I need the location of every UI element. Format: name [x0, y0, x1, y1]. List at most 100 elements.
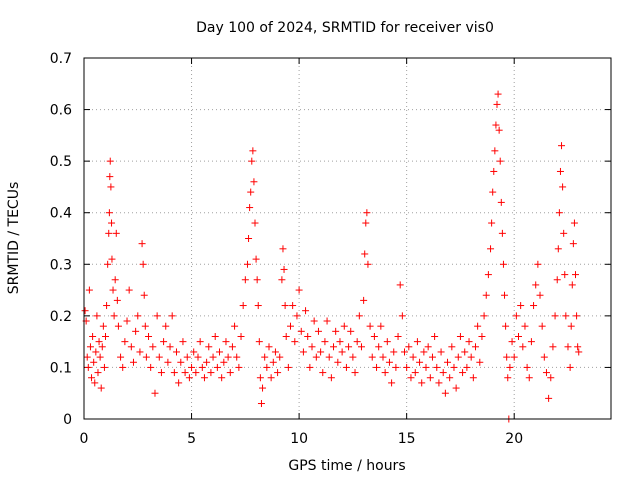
- data-point: [416, 358, 424, 366]
- data-point: [254, 302, 262, 310]
- data-point: [94, 369, 102, 377]
- data-point: [175, 379, 183, 387]
- data-point: [564, 343, 572, 351]
- data-point: [411, 369, 419, 377]
- data-point: [108, 255, 116, 263]
- data-point: [250, 178, 258, 186]
- y-tick-label: 0.2: [50, 309, 72, 325]
- y-tick-label: 0: [63, 412, 72, 428]
- data-point: [323, 317, 331, 325]
- data-point: [325, 353, 333, 361]
- data-point: [570, 219, 578, 227]
- data-point: [108, 219, 116, 227]
- data-point: [127, 343, 135, 351]
- data-point: [452, 384, 460, 392]
- data-point: [381, 369, 389, 377]
- data-point: [503, 353, 511, 361]
- data-point: [243, 260, 251, 268]
- data-point: [461, 348, 469, 356]
- data-point: [491, 147, 499, 155]
- axes: 0 0.1 0.2 0.3 0.4 0.5 0.6 0.7 0 5 10 15 20: [50, 51, 611, 447]
- data-point: [388, 379, 396, 387]
- data-point: [89, 332, 97, 340]
- data-point: [265, 343, 273, 351]
- data-point: [439, 369, 447, 377]
- data-point: [515, 332, 523, 340]
- data-point: [95, 338, 103, 346]
- data-point: [336, 338, 344, 346]
- data-point: [129, 358, 137, 366]
- data-point: [534, 260, 542, 268]
- data-point: [149, 343, 157, 351]
- data-point: [375, 343, 383, 351]
- data-point: [392, 363, 400, 371]
- data-point: [105, 229, 113, 237]
- data-point: [471, 343, 479, 351]
- data-point: [437, 348, 445, 356]
- x-tick-label: 5: [187, 431, 196, 447]
- data-point: [559, 183, 567, 191]
- data-point: [314, 327, 322, 335]
- data-point: [450, 363, 458, 371]
- data-point: [566, 363, 574, 371]
- data-point: [160, 338, 168, 346]
- data-point: [111, 276, 119, 284]
- data-point: [353, 338, 361, 346]
- data-point: [558, 142, 566, 150]
- data-point: [444, 358, 452, 366]
- data-point: [142, 353, 150, 361]
- data-point: [467, 353, 475, 361]
- y-tick-label: 0.3: [50, 257, 72, 273]
- data-point: [418, 379, 426, 387]
- data-point: [573, 312, 581, 320]
- data-point: [502, 322, 510, 330]
- chart-title: Day 100 of 2024, SRMTID for receiver vis…: [196, 20, 494, 36]
- data-point: [321, 338, 329, 346]
- data-point: [433, 363, 441, 371]
- data-point: [496, 157, 504, 165]
- data-point: [295, 286, 303, 294]
- data-point: [98, 343, 106, 351]
- data-point: [409, 353, 417, 361]
- data-point: [211, 332, 219, 340]
- data-point: [364, 260, 372, 268]
- data-point: [575, 348, 583, 356]
- data-point: [304, 332, 312, 340]
- data-point: [538, 322, 546, 330]
- data-point: [280, 265, 288, 273]
- data-point: [549, 343, 557, 351]
- data-point: [569, 240, 577, 248]
- data-points: [81, 90, 583, 423]
- data-point: [519, 343, 527, 351]
- data-point: [286, 322, 294, 330]
- data-point: [279, 245, 287, 253]
- data-point: [162, 322, 170, 330]
- data-point: [355, 312, 363, 320]
- data-point: [403, 363, 411, 371]
- data-point: [494, 90, 502, 98]
- data-point: [269, 358, 277, 366]
- data-point: [506, 363, 514, 371]
- data-point: [88, 374, 96, 382]
- data-point: [231, 322, 239, 330]
- data-point: [228, 343, 236, 351]
- data-point: [263, 363, 271, 371]
- data-point: [349, 353, 357, 361]
- data-point: [525, 374, 533, 382]
- data-point: [84, 363, 92, 371]
- data-point: [107, 183, 115, 191]
- data-point: [259, 384, 267, 392]
- data-point: [508, 338, 516, 346]
- data-point: [306, 363, 314, 371]
- data-point: [233, 353, 241, 361]
- data-point: [168, 312, 176, 320]
- data-point: [198, 363, 206, 371]
- data-point: [357, 343, 365, 351]
- data-point: [527, 338, 535, 346]
- data-point: [517, 302, 525, 310]
- data-point: [81, 307, 89, 315]
- y-tick-label: 0.4: [50, 206, 72, 222]
- data-point: [510, 353, 518, 361]
- data-point: [482, 291, 490, 299]
- data-point: [172, 348, 180, 356]
